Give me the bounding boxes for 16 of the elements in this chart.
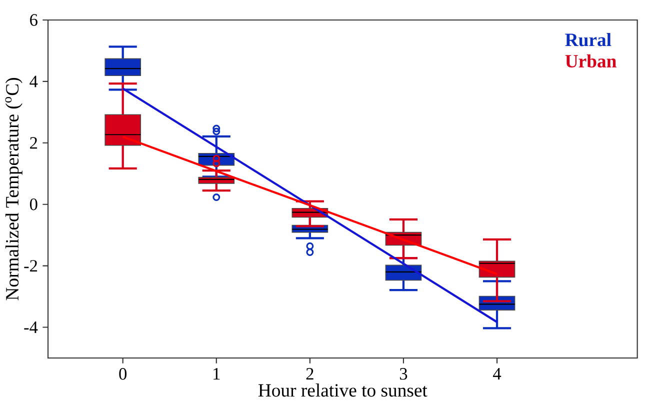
y-tick-label: -4 xyxy=(24,322,38,333)
text: Rural xyxy=(565,33,612,46)
x-tick-label: 1 xyxy=(214,368,220,380)
y-tick-label: 6 xyxy=(30,14,38,26)
line-series xyxy=(122,87,498,324)
x-tick-label: 0 xyxy=(119,368,127,380)
y-tick-label: -2 xyxy=(24,260,38,272)
y-tick-label: 4 xyxy=(30,76,38,88)
x-axis-title: Hour relative to sunset xyxy=(258,384,428,397)
x-tick-label: 3 xyxy=(400,368,408,380)
x-tick-label: 4 xyxy=(493,368,502,380)
y-tick-label: 2 xyxy=(30,137,38,149)
y-axis-title: Normalized Temperature ($^{o}$C) xyxy=(5,78,22,300)
x-tick-label: 2 xyxy=(306,368,314,380)
text: Urban xyxy=(565,54,616,68)
y-tick-label: 0 xyxy=(30,198,38,210)
